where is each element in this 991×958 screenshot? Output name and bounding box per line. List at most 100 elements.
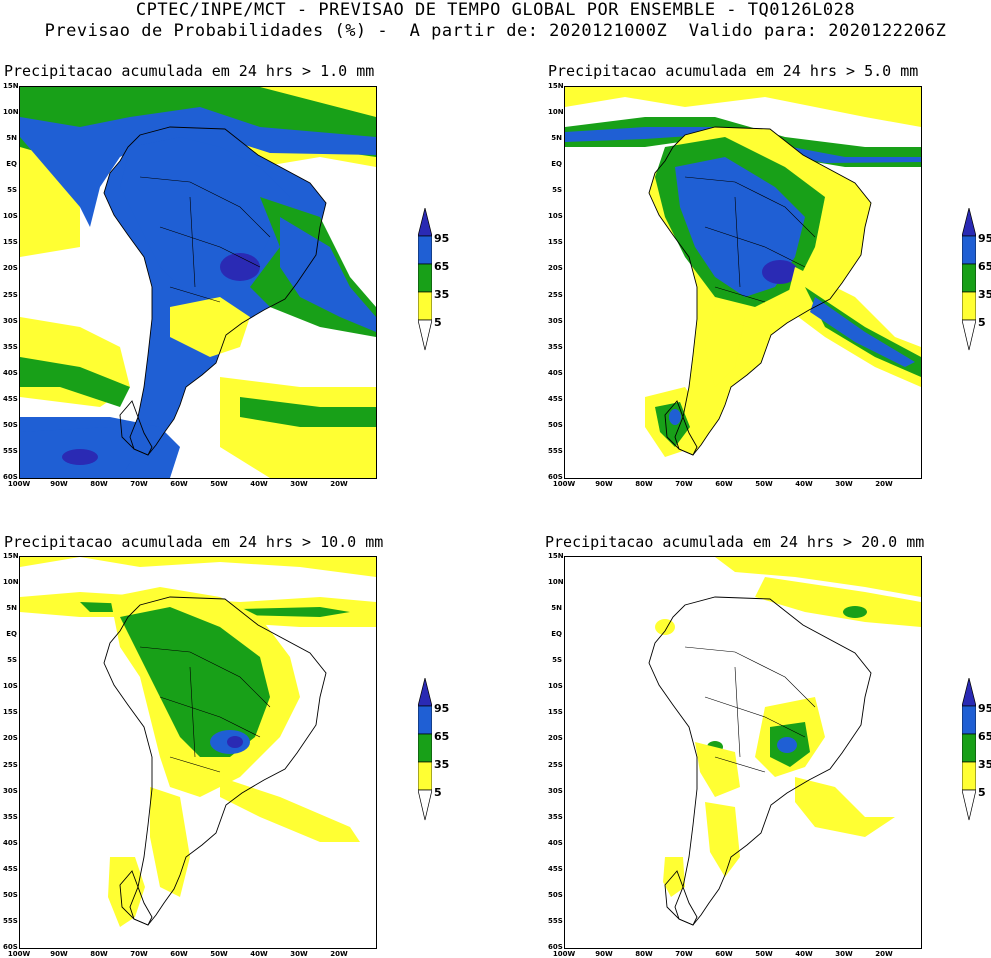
map-canvas	[20, 87, 376, 478]
legend-label: 95	[434, 232, 450, 245]
legend-label: 5	[434, 316, 442, 329]
latitude-tick-label: 50S	[3, 890, 18, 899]
legend-label: 65	[434, 260, 450, 273]
south-america-outline	[103, 126, 327, 456]
latitude-tick-label: 60S	[3, 943, 18, 951]
latitude-tick-label: 55S	[3, 446, 18, 455]
latitude-tick-label: 35S	[3, 342, 18, 351]
latitude-tick-label: 25S	[548, 290, 563, 299]
south-america-outline	[648, 126, 872, 456]
latitude-tick-label: 15S	[3, 238, 18, 247]
longitude-tick-label: 50W	[755, 480, 773, 488]
south-america-outline	[648, 596, 872, 926]
longitude-tick-label: 70W	[675, 950, 693, 958]
legend-label: 35	[978, 288, 991, 301]
longitude-tick-label: 90W	[50, 480, 68, 488]
longitude-tick-label: 30W	[290, 950, 308, 958]
longitude-tick-label: 30W	[835, 480, 853, 488]
map-canvas	[648, 557, 921, 926]
country-borders	[139, 646, 271, 773]
legend-label: 35	[434, 288, 450, 301]
longitude-tick-label: 80W	[90, 480, 108, 488]
latitude-tick-label: 15S	[548, 238, 563, 247]
latitude-tick-label: 5N	[6, 604, 17, 613]
latitude-tick-label: 20S	[3, 734, 18, 743]
latitude-tick-label: 10S	[548, 682, 563, 691]
latitude-tick-label: EQ	[6, 630, 17, 639]
latitude-tick-label: EQ	[6, 160, 17, 169]
legend-label: 95	[978, 232, 991, 245]
latitude-tick-label: 50S	[548, 420, 563, 429]
latitude-tick-label: 10N	[3, 108, 19, 117]
longitude-tick-label: 100W	[552, 950, 576, 958]
latitude-tick-label: 50S	[548, 890, 563, 899]
prob-65-area	[669, 409, 681, 425]
latitude-tick-label: 10N	[548, 108, 564, 117]
latitude-tick-label: 15N	[548, 552, 564, 560]
latitude-tick-label: 30S	[3, 786, 18, 795]
latitude-tick-label: 5N	[551, 134, 562, 143]
latitude-tick-label: 40S	[548, 838, 563, 847]
prob-95-area	[227, 736, 243, 748]
latitude-tick-label: 20S	[548, 734, 563, 743]
longitude-tick-label: 20W	[330, 950, 348, 958]
latitude-tick-label: 15S	[548, 708, 563, 717]
latitude-tick-label: 60S	[548, 943, 563, 951]
legend-label: 5	[434, 786, 442, 799]
latitude-tick-label: 10S	[3, 212, 18, 221]
latitude-tick-label: 45S	[548, 394, 563, 403]
longitude-tick-label: 90W	[595, 480, 613, 488]
latitude-tick-label: 40S	[3, 368, 18, 377]
panel-title: Precipitacao acumulada em 24 hrs > 10.0 …	[4, 533, 384, 551]
latitude-tick-label: 20S	[548, 264, 563, 273]
longitude-tick-label: 80W	[90, 950, 108, 958]
latitude-tick-label: 40S	[548, 368, 563, 377]
latitude-tick-label: 45S	[3, 864, 18, 873]
country-borders	[139, 176, 271, 303]
latitude-tick-label: 15N	[548, 82, 564, 90]
probability-map-1	[19, 86, 377, 479]
latitude-tick-label: 60S	[548, 473, 563, 481]
panel-title: Precipitacao acumulada em 24 hrs > 1.0 m…	[4, 62, 375, 80]
figure-title: CPTEC/INPE/MCT - PREVISAO DE TEMPO GLOBA…	[135, 0, 856, 20]
prob-65-area	[777, 737, 797, 753]
legend-label: 5	[978, 316, 986, 329]
latitude-tick-label: EQ	[551, 160, 562, 169]
longitude-tick-label: 60W	[170, 480, 188, 488]
longitude-tick-label: 80W	[635, 480, 653, 488]
legend-label: 95	[434, 702, 450, 715]
legend-bar	[417, 677, 433, 821]
latitude-tick-label: 15N	[3, 552, 19, 560]
longitude-tick-label: 50W	[210, 480, 228, 488]
legend-label: 65	[978, 730, 991, 743]
prob-35-area	[843, 606, 867, 618]
latitude-tick-label: 55S	[3, 916, 18, 925]
map-canvas	[565, 87, 921, 457]
latitude-tick-label: 35S	[548, 812, 563, 821]
latitude-tick-label: 10S	[3, 682, 18, 691]
legend-label: 95	[978, 702, 991, 715]
longitude-tick-label: 30W	[835, 950, 853, 958]
south-america-outline	[103, 596, 327, 926]
legend-bar	[961, 677, 977, 821]
longitude-tick-label: 70W	[130, 950, 148, 958]
longitude-tick-label: 40W	[795, 480, 813, 488]
latitude-tick-label: 5S	[552, 186, 562, 195]
longitude-tick-label: 40W	[250, 950, 268, 958]
latitude-tick-label: 25S	[3, 290, 18, 299]
latitude-tick-label: 60S	[3, 473, 18, 481]
latitude-tick-label: 10S	[548, 212, 563, 221]
longitude-tick-label: 60W	[715, 480, 733, 488]
latitude-tick-label: 10N	[548, 578, 564, 587]
longitude-tick-label: 100W	[7, 950, 31, 958]
legend-bar	[417, 207, 433, 351]
latitude-tick-label: 5N	[6, 134, 17, 143]
latitude-tick-label: 25S	[3, 760, 18, 769]
longitude-tick-label: 100W	[552, 480, 576, 488]
longitude-tick-label: 40W	[795, 950, 813, 958]
latitude-tick-label: 30S	[548, 316, 563, 325]
latitude-tick-label: 25S	[548, 760, 563, 769]
panel-title: Precipitacao acumulada em 24 hrs > 20.0 …	[545, 533, 925, 551]
latitude-tick-label: 15S	[3, 708, 18, 717]
map-canvas	[20, 557, 376, 927]
